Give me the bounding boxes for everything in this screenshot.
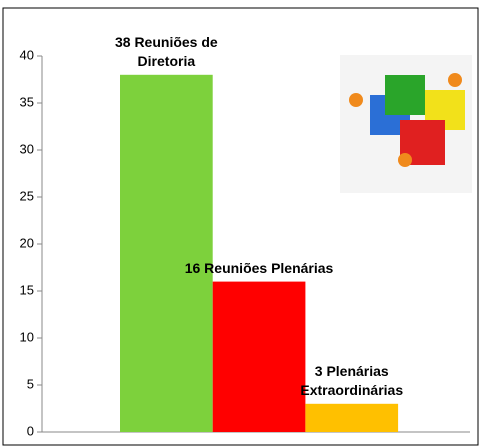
data-label: 3 Plenárias Extraordinárias	[300, 362, 404, 398]
y-tick-label: 5	[27, 376, 34, 391]
data-label: 16 Reuniões Plenárias	[184, 259, 334, 276]
puzzle-picture	[340, 55, 472, 193]
y-tick-label: 35	[20, 94, 34, 109]
bar	[120, 74, 213, 433]
chart-frame	[2, 7, 479, 446]
figure	[349, 93, 363, 107]
figure	[398, 153, 412, 167]
data-label: 38 Reuniões de Diretoria	[114, 33, 218, 69]
figure	[448, 73, 462, 87]
y-tick-label: 15	[20, 282, 34, 297]
y-tick-label: 40	[20, 47, 34, 62]
puzzle-piece	[385, 75, 425, 115]
y-tick-label: 20	[20, 235, 34, 250]
y-tick-label: 10	[20, 329, 34, 344]
bar	[212, 281, 306, 432]
bar	[305, 403, 399, 432]
y-tick-label: 0	[27, 423, 34, 438]
y-tick-label: 30	[20, 141, 34, 156]
y-tick-label: 25	[20, 188, 34, 203]
